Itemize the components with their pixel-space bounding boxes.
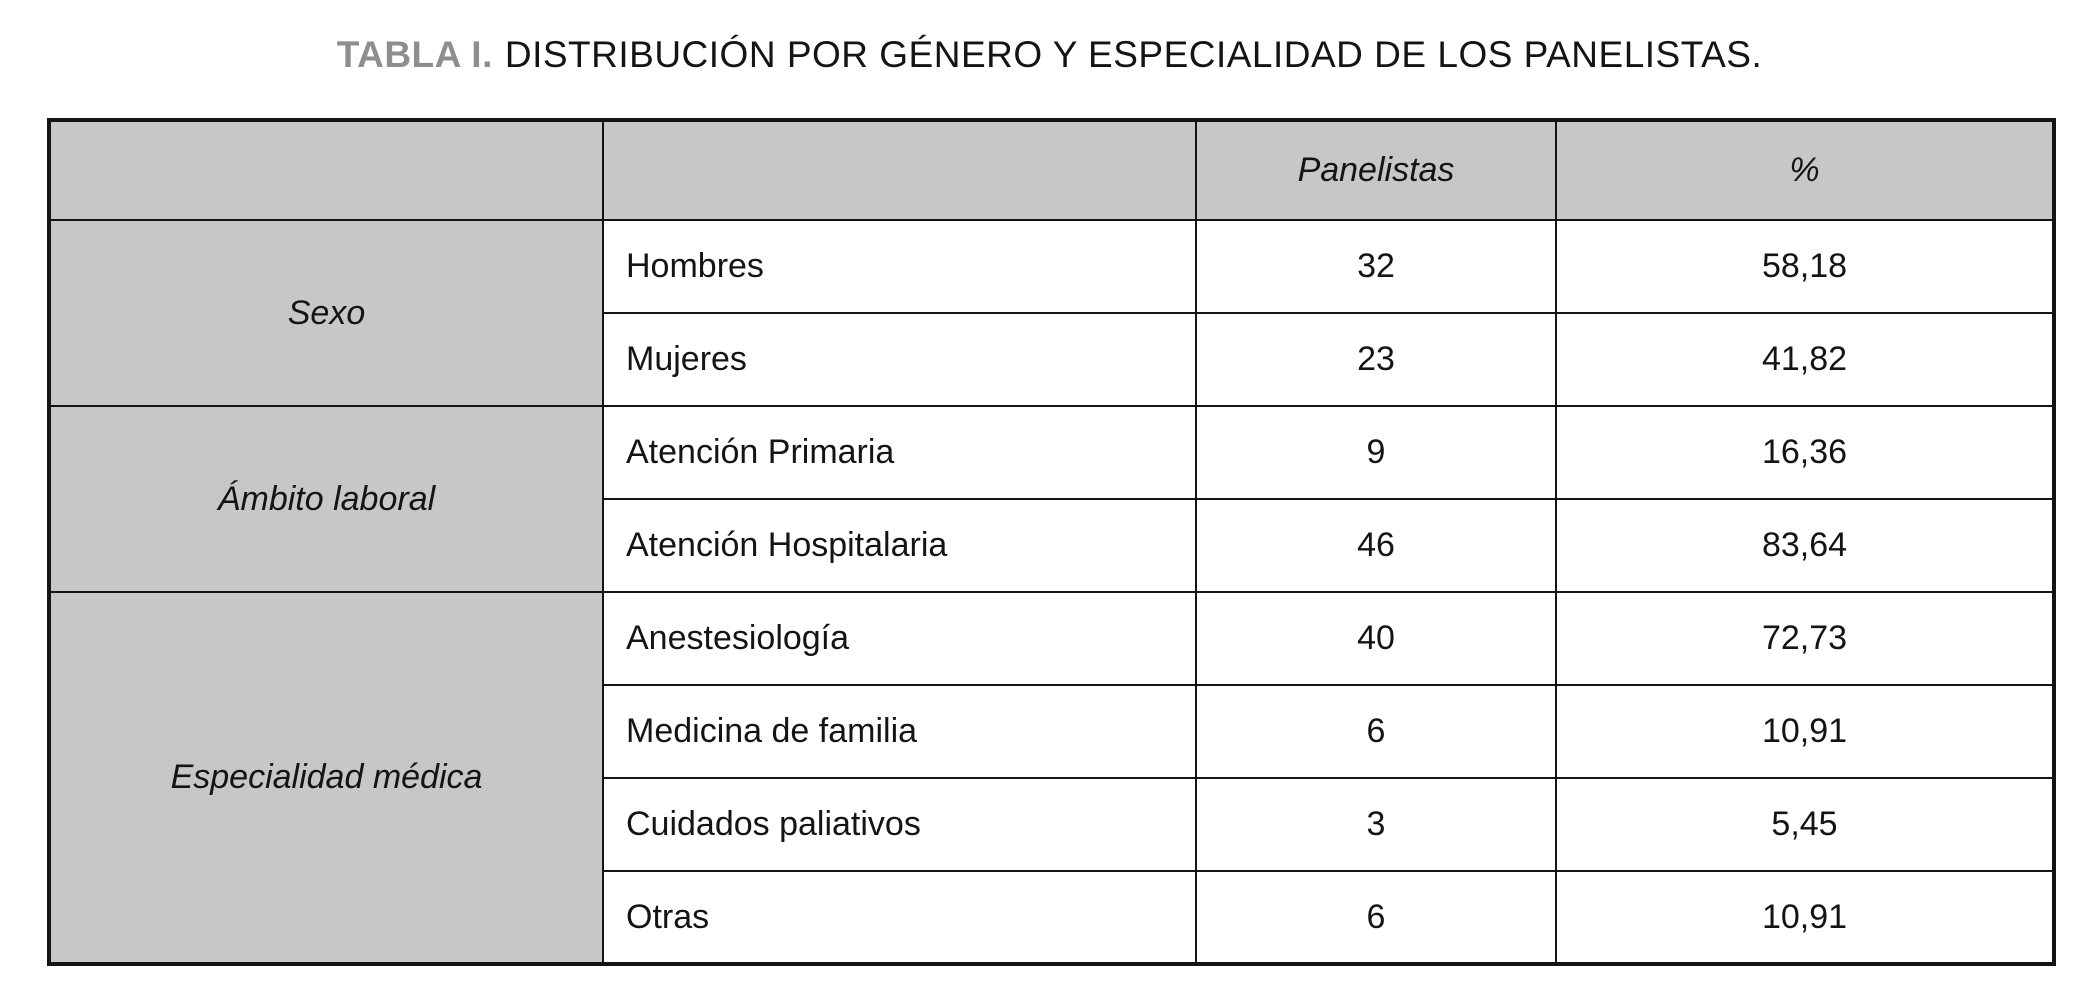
percent-cell: 72,73 <box>1555 591 2055 686</box>
header-empty-group <box>48 119 604 221</box>
header-empty-category <box>602 119 1197 221</box>
panelists-table: Panelistas % Sexo Hombres 32 58,18 Mujer… <box>47 118 2056 966</box>
group-cell-especialidad-medica: Especialidad médica <box>48 591 604 965</box>
table-row: Mujeres 23 41,82 <box>49 312 2055 407</box>
panelistas-cell: 6 <box>1195 684 1557 779</box>
table-row: Especialidad médica Anestesiología 40 72… <box>48 591 2055 965</box>
category-cell: Anestesiología <box>602 591 1197 686</box>
header-percent: % <box>1555 119 2055 221</box>
percent-cell: 16,36 <box>1555 405 2055 500</box>
percent-cell: 83,64 <box>1555 498 2055 593</box>
group-cell-sexo: Sexo <box>48 219 604 407</box>
panelistas-cell: 6 <box>1195 870 1557 965</box>
percent-cell: 10,91 <box>1555 870 2055 965</box>
category-cell: Atención Primaria <box>602 405 1197 500</box>
panelistas-cell: 46 <box>1195 498 1557 593</box>
table-row: Medicina de familia 6 10,91 <box>49 684 2055 779</box>
percent-cell: 5,45 <box>1555 777 2055 872</box>
category-cell: Atención Hospitalaria <box>602 498 1197 593</box>
category-cell: Mujeres <box>602 312 1197 407</box>
table-row: Ámbito laboral Atención Primaria 9 16,36 <box>48 405 2055 593</box>
panelistas-cell: 40 <box>1195 591 1557 686</box>
category-cell: Cuidados paliativos <box>602 777 1197 872</box>
table-title-text: DISTRIBUCIÓN POR GÉNERO Y ESPECIALIDAD D… <box>504 34 1763 75</box>
table-row: Atención Hospitalaria 46 83,64 <box>49 498 2055 593</box>
percent-cell: 10,91 <box>1555 684 2055 779</box>
group-cell-ambito-laboral: Ámbito laboral <box>48 405 604 593</box>
table-title: TABLA I. DISTRIBUCIÓN POR GÉNERO Y ESPECI… <box>47 34 2052 76</box>
table-row: Sexo Hombres 32 58,18 <box>48 219 2055 407</box>
header-row: Panelistas % <box>48 119 2055 221</box>
category-cell: Medicina de familia <box>602 684 1197 779</box>
category-cell: Hombres <box>602 219 1197 314</box>
percent-cell: 58,18 <box>1555 219 2055 314</box>
panelistas-cell: 23 <box>1195 312 1557 407</box>
category-cell: Otras <box>602 870 1197 965</box>
panelistas-cell: 9 <box>1195 405 1557 500</box>
table-row: Cuidados paliativos 3 5,45 <box>49 777 2055 872</box>
percent-cell: 41,82 <box>1555 312 2055 407</box>
panelistas-cell: 32 <box>1195 219 1557 314</box>
table-row: Otras 6 10,91 <box>49 870 2055 965</box>
header-panelistas: Panelistas <box>1195 119 1557 221</box>
panelistas-cell: 3 <box>1195 777 1557 872</box>
table-title-label: TABLA I. <box>336 34 493 75</box>
